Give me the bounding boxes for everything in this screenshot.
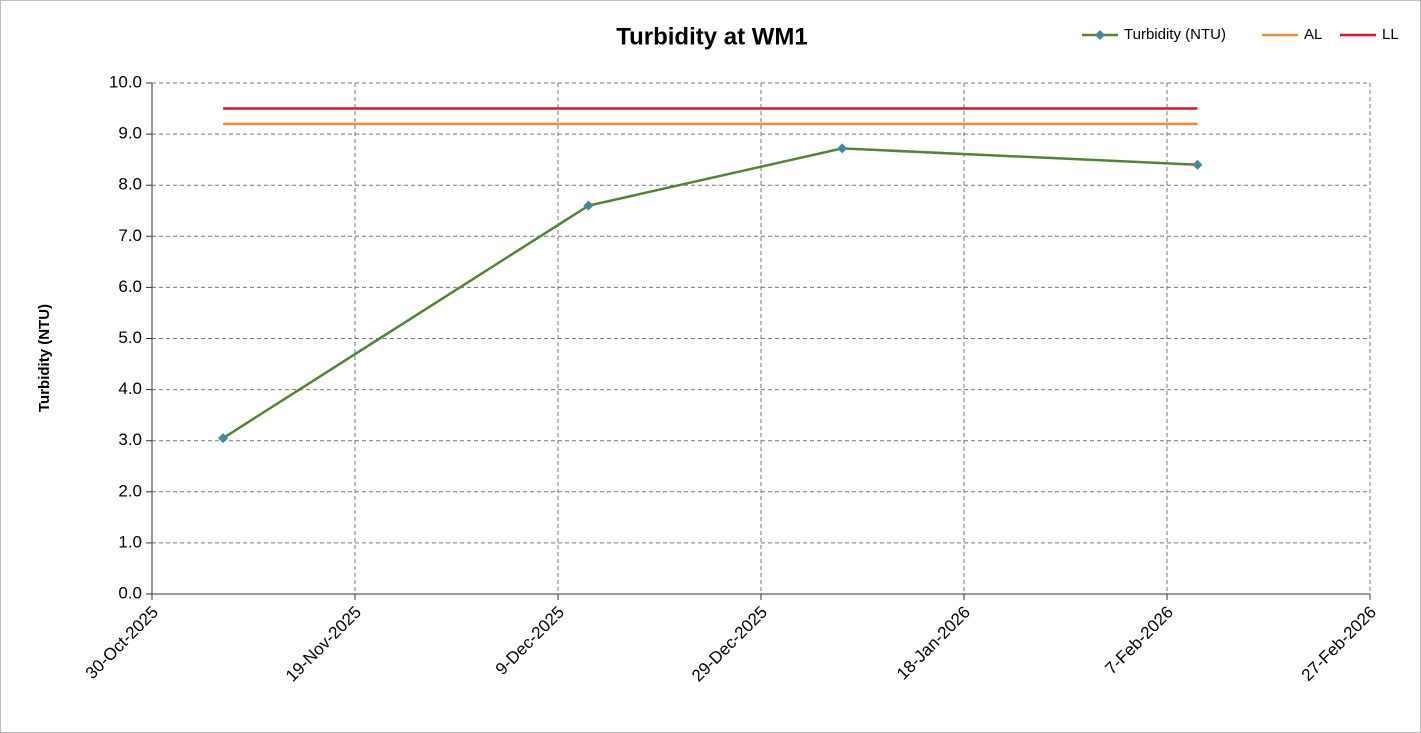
chart-title: Turbidity at WM1: [616, 23, 808, 50]
y-tick-label: 0.0: [118, 583, 142, 602]
y-tick-label: 3.0: [118, 430, 142, 449]
marker: [1192, 159, 1203, 170]
y-tick-label: 4.0: [118, 379, 142, 398]
y-tick-label: 9.0: [118, 124, 142, 143]
legend-label: AL: [1304, 26, 1322, 43]
y-tick-label: 6.0: [118, 277, 142, 296]
y-tick-label: 8.0: [118, 175, 142, 194]
marker: [583, 200, 594, 211]
legend-label: LL: [1382, 26, 1399, 43]
marker: [837, 143, 848, 154]
y-tick-label: 2.0: [118, 481, 142, 500]
y-axis-label: Turbidity (NTU): [36, 304, 53, 412]
legend-marker: [1095, 30, 1105, 40]
y-tick-label: 5.0: [118, 328, 142, 347]
y-tick-label: 1.0: [118, 532, 142, 551]
y-tick-label: 7.0: [118, 226, 142, 245]
legend-label: Turbidity (NTU): [1124, 26, 1226, 43]
series-line: [222, 147, 1198, 440]
y-tick-label: 10.0: [109, 72, 142, 91]
marker: [218, 433, 229, 444]
